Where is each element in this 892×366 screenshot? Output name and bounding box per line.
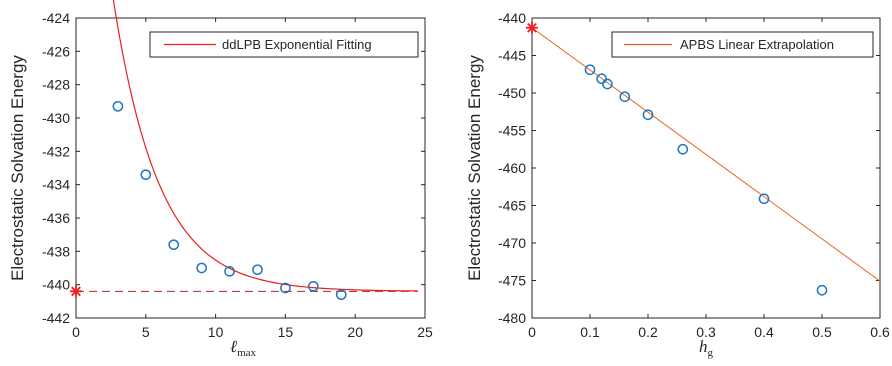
right-y-tick-label: -475 — [498, 273, 526, 289]
left-x-tick-label: 20 — [347, 324, 363, 340]
right-y-tick-label: -440 — [498, 10, 526, 26]
right-legend: APBS Linear Extrapolation — [611, 31, 874, 58]
right-x-tick-label: 0.1 — [580, 324, 600, 340]
right-data-point — [758, 193, 770, 205]
left-y-tick-label: -440 — [42, 277, 70, 293]
right-data-point — [619, 91, 631, 103]
right-y-tick-label: -470 — [498, 235, 526, 251]
left-x-tick-label: 10 — [208, 324, 224, 340]
left-data-point — [112, 100, 124, 112]
right-x-axis-label-main: h — [699, 337, 708, 356]
left-data-point — [307, 280, 319, 292]
left-x-axis-label: ℓmax — [230, 337, 257, 359]
left-data-point — [196, 262, 207, 274]
left-x-axis-label-subscript: max — [237, 347, 256, 359]
left-y-tick-label: -442 — [42, 310, 70, 326]
left-x-tick-label: 15 — [278, 324, 294, 340]
right-chart: 0 0.1 0.2 0.3 0.4 0.5 0.6 -480 -475 -470 -465 -460 -… — [465, 10, 890, 359]
right-y-tick-label: -460 — [498, 160, 526, 176]
right-tick-labels: 0 0.1 0.2 0.3 0.4 0.5 0.6 -480 -475 -470 -465 -460 -… — [498, 10, 890, 340]
right-x-axis-label-subscript: g — [708, 347, 714, 359]
right-x-tick-label: 0.4 — [754, 324, 774, 340]
left-ticks — [75, 17, 426, 319]
right-data-point — [596, 73, 607, 85]
left-y-tick-label: -432 — [42, 143, 70, 159]
left-legend-label: ddLPB Exponential Fitting — [222, 37, 372, 52]
left-y-tick-label: -438 — [42, 243, 70, 259]
right-x-tick-label: 0.3 — [696, 324, 716, 340]
right-marks — [526, 21, 881, 296]
left-chart: 0 5 10 15 20 25 -442 -440 -438 -436 -434 -432 -430 -4… — [8, 0, 433, 359]
left-y-tick-label: -428 — [42, 77, 70, 93]
left-data-point — [335, 289, 347, 301]
left-data-point — [140, 169, 152, 181]
right-legend-label: APBS Linear Extrapolation — [680, 37, 834, 52]
left-y-tick-label: -434 — [42, 177, 70, 193]
right-x-tick-label: 0.5 — [812, 324, 832, 340]
left-data-point — [168, 239, 180, 251]
left-x-tick-label: 0 — [72, 324, 80, 340]
right-plot-area — [531, 17, 881, 319]
right-y-tick-label: -450 — [498, 85, 526, 101]
right-data-point — [584, 64, 596, 76]
right-x-tick-label: 0 — [528, 324, 536, 340]
left-x-tick-label: 25 — [417, 324, 433, 340]
right-ticks — [531, 17, 881, 319]
left-data-point — [280, 282, 291, 294]
left-legend: ddLPB Exponential Fitting — [149, 31, 419, 58]
left-marks — [70, 0, 419, 301]
left-y-tick-label: -430 — [42, 110, 70, 126]
left-x-axis-label-main: ℓ — [230, 337, 237, 356]
right-y-axis-label: Electrostatic Solvation Energy — [465, 55, 484, 281]
right-data-point — [677, 143, 689, 155]
right-x-tick-label: 0.6 — [870, 324, 890, 340]
left-y-tick-label: -426 — [42, 43, 70, 59]
left-y-tick-label: -424 — [42, 10, 70, 26]
right-y-tick-label: -455 — [498, 123, 526, 139]
left-data-point — [252, 264, 263, 276]
right-extrapolated-star — [526, 21, 538, 34]
left-fit-curve — [112, 0, 419, 292]
right-y-tick-label: -480 — [498, 310, 526, 326]
right-y-tick-label: -445 — [498, 48, 526, 64]
left-plot-area — [75, 17, 426, 319]
right-x-axis-label: hg — [699, 337, 714, 359]
left-x-tick-label: 5 — [142, 324, 150, 340]
right-data-point — [602, 78, 613, 90]
right-data-point — [816, 284, 828, 296]
right-fit-line — [531, 27, 881, 282]
right-x-tick-label: 0.2 — [638, 324, 658, 340]
left-extrapolated-star — [70, 285, 82, 298]
left-y-tick-label: -436 — [42, 210, 70, 226]
left-y-axis-label: Electrostatic Solvation Energy — [8, 55, 27, 281]
right-y-tick-label: -465 — [498, 198, 526, 214]
right-data-point — [642, 109, 654, 121]
left-data-point — [224, 265, 235, 277]
left-tick-labels: 0 5 10 15 20 25 -442 -440 -438 -436 -434 -432 -430 -4… — [42, 10, 433, 340]
